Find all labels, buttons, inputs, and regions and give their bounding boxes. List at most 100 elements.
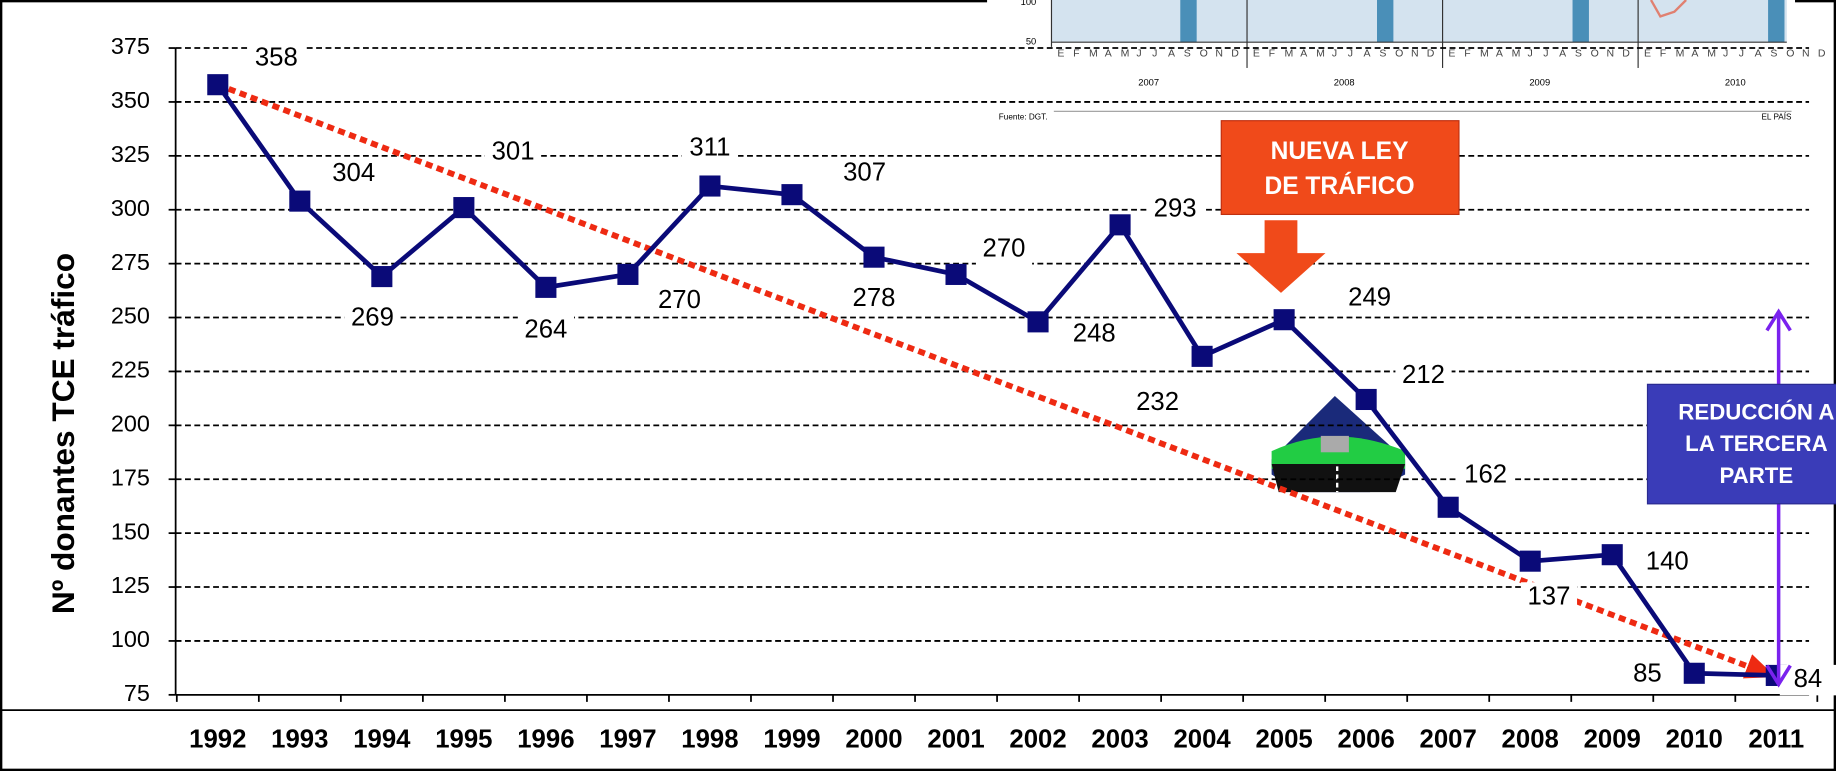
x-tick-label: 2010 — [1666, 725, 1723, 753]
inset-month: J — [1332, 48, 1337, 60]
inset-source: Fuente: DGT. — [999, 112, 1048, 121]
x-tick-label: 1998 — [681, 725, 738, 753]
inset-month: N — [1607, 48, 1615, 60]
inset-band — [1572, 0, 1589, 43]
law-arrow — [1236, 220, 1326, 293]
data-label: 85 — [1633, 659, 1662, 687]
data-label-bg — [1395, 360, 1452, 392]
inset-month: F — [1660, 48, 1667, 60]
data-label-bg — [845, 284, 903, 315]
marker — [1273, 309, 1295, 331]
data-label-bg — [836, 158, 893, 189]
data-label: 269 — [351, 304, 394, 332]
y-tick-label: 250 — [111, 303, 150, 329]
inset-month: J — [1348, 48, 1353, 60]
x-tick-label: 1997 — [599, 725, 656, 753]
x-tick-label: 1999 — [763, 725, 820, 753]
x-tick-label: 2000 — [845, 725, 902, 753]
inset-month: D — [1622, 48, 1630, 60]
inset-plot — [1051, 0, 1787, 43]
data-label: 278 — [853, 284, 896, 312]
data-label-bg — [517, 315, 574, 346]
inset-month: D — [1427, 48, 1435, 60]
reduction-arrow-head — [1765, 308, 1792, 688]
data-label: 301 — [492, 137, 535, 165]
data-label-bg — [1520, 582, 1578, 613]
y-tick-label: 350 — [111, 87, 150, 113]
y-tick-label: 75 — [124, 680, 150, 706]
data-label: 311 — [689, 133, 730, 161]
inset-month: J — [1527, 48, 1532, 60]
marker — [453, 197, 475, 219]
inset-month: M — [1089, 48, 1098, 60]
law-box — [1220, 120, 1460, 216]
marker — [535, 276, 557, 298]
marker — [863, 246, 885, 268]
y-tick-label: 300 — [111, 195, 150, 221]
data-label: 270 — [658, 286, 701, 314]
inset-month: M — [1316, 48, 1325, 60]
law-label: DE TRÁFICO — [1264, 172, 1414, 200]
data-label-bg — [248, 43, 305, 75]
x-tick-label: 2004 — [1173, 725, 1231, 753]
inset-year: 2009 — [1529, 78, 1550, 88]
inset-month: O — [1786, 48, 1794, 60]
marker — [289, 190, 311, 212]
inset-month: S — [1770, 48, 1777, 60]
x-tick-label: 1995 — [435, 725, 492, 753]
inset-month: J — [1739, 48, 1744, 60]
inset-month: N — [1802, 48, 1810, 60]
data-label-bg — [344, 303, 401, 334]
data-label: 232 — [1136, 388, 1179, 416]
inset-month: M — [1676, 48, 1685, 60]
reduction-label: REDUCCIÓN A — [1678, 399, 1834, 424]
data-label-bg — [1619, 659, 1676, 690]
y-axis-label: Nº donantes TCE tráfico — [45, 253, 81, 614]
data-label: 248 — [1073, 320, 1116, 348]
inset-month: O — [1395, 48, 1403, 60]
data-label-bg — [975, 234, 1033, 266]
x-tick-label: 2007 — [1420, 725, 1477, 753]
trend-arrow — [216, 81, 1776, 679]
marker — [1109, 214, 1131, 236]
inset-band — [1377, 0, 1394, 43]
data-label-bg — [1066, 319, 1123, 350]
data-label: 358 — [255, 44, 298, 72]
inset-month: J — [1136, 48, 1141, 60]
x-tick-label: 2006 — [1338, 725, 1395, 753]
y-tick-label: 125 — [111, 572, 150, 598]
x-tick-label: 1996 — [517, 725, 574, 753]
y-tick-label: 100 — [111, 626, 150, 652]
marker — [1355, 388, 1377, 411]
inset-band — [1768, 0, 1785, 43]
marker — [781, 184, 803, 206]
data-label: 249 — [1348, 283, 1391, 311]
x-tick-label: 2005 — [1255, 725, 1312, 753]
x-tick-label: 2002 — [1009, 725, 1066, 753]
data-label-bg — [1457, 460, 1514, 491]
y-tick-label: 225 — [111, 357, 150, 383]
marker — [1027, 311, 1049, 333]
icon-road — [1271, 396, 1406, 493]
y-tick-label: 275 — [111, 249, 150, 275]
marker — [945, 263, 967, 285]
inset-publisher: EL PAÍS — [1761, 111, 1792, 121]
x-tick-label: 2003 — [1091, 725, 1148, 753]
data-label-bg — [325, 158, 382, 190]
inset-month: N — [1411, 48, 1419, 60]
marker — [1519, 550, 1541, 572]
inset-month: E — [1644, 48, 1651, 60]
inset-year: 2008 — [1334, 78, 1355, 88]
data-label-bg — [1341, 283, 1398, 314]
marker — [617, 263, 639, 285]
inset-month: M — [1707, 48, 1716, 60]
inset-month: D — [1231, 48, 1239, 60]
data-label: 212 — [1402, 361, 1445, 389]
inset-month: M — [1480, 48, 1489, 60]
y-tick-label: 375 — [111, 33, 150, 59]
marker — [1437, 496, 1459, 518]
data-label-bg — [484, 137, 542, 168]
marker — [207, 74, 229, 96]
data-label-bg — [681, 133, 739, 164]
